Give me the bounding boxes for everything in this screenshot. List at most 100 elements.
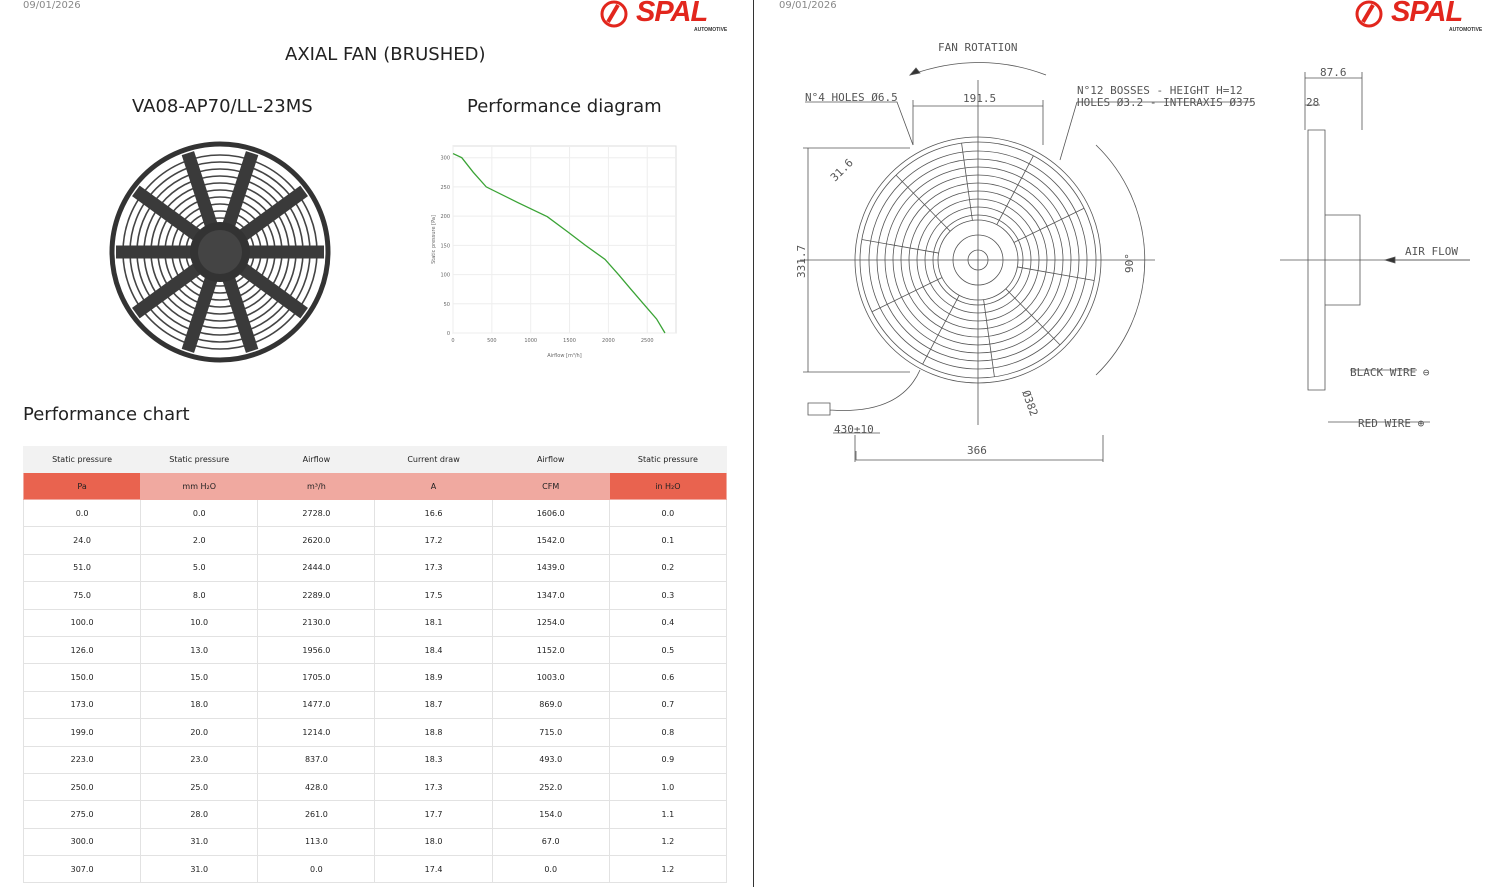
table-cell: 31.0 [140, 855, 259, 884]
table-cell: 0.0 [608, 498, 728, 528]
table-cell: 18.9 [374, 663, 493, 692]
column-header: Static pressure [140, 446, 259, 473]
drawing-grille-ring [924, 206, 1032, 314]
fan-blade [222, 276, 259, 353]
x-tick-label: 2000 [602, 338, 615, 344]
table-cell: 0.2 [608, 553, 728, 583]
column-header: Airflow [257, 446, 376, 473]
table-cell: 154.0 [491, 800, 610, 829]
table-cell: 837.0 [257, 745, 376, 774]
page-title: AXIAL FAN (BRUSHED) [285, 44, 486, 65]
table-cell: 0.3 [608, 581, 728, 610]
table-cell: 20.0 [140, 718, 259, 747]
table-cell: 126.0 [22, 635, 142, 665]
table-cell: 261.0 [257, 800, 376, 829]
unit-header: m³/h [257, 472, 376, 500]
diagram-title: Performance diagram [467, 96, 662, 117]
table-cell: 0.7 [608, 690, 728, 720]
table-cell: 2.0 [140, 526, 259, 555]
unit-header: A [374, 472, 493, 500]
x-tick-label: 0 [451, 338, 454, 344]
x-tick-label: 500 [487, 338, 497, 344]
table-row: 24.0 2.0 2620.0 17.2 1542.0 0.1 [22, 526, 728, 555]
table-cell: 1542.0 [491, 526, 610, 555]
table-cell: 17.7 [374, 800, 493, 829]
table-row: 199.0 20.0 1214.0 18.8 715.0 0.8 [22, 718, 728, 747]
drawing-spoke [895, 174, 951, 232]
table-cell: 1152.0 [491, 635, 610, 665]
table-cell: 1347.0 [491, 581, 610, 610]
date: 09/01/2026 [779, 0, 837, 11]
table-cell: 150.0 [22, 663, 142, 692]
drawing-grille-ring [932, 214, 1024, 306]
table-cell: 24.0 [22, 526, 142, 555]
plot-area [452, 145, 677, 334]
y-tick-label: 50 [444, 302, 450, 308]
y-axis-label: Static pressure [Pa] [431, 215, 437, 264]
label-black-wire: BLACK WIRE ⊖ [1350, 366, 1429, 379]
table-row: 307.0 31.0 0.0 17.4 0.0 1.2 [22, 855, 728, 884]
table-cell: 31.0 [140, 827, 259, 857]
spal-logo-icon [600, 0, 628, 28]
dim-28: 28 [1306, 96, 1319, 109]
fan-hub [198, 230, 242, 274]
dim-366: 366 [967, 444, 987, 457]
chart-section-title: Performance chart [23, 404, 190, 425]
table-cell: 300.0 [22, 827, 142, 857]
performance-table: Static pressure Static pressure Airflow Cur… [22, 446, 728, 884]
unit-header: CFM [491, 472, 610, 500]
table-cell: 2289.0 [257, 581, 376, 610]
label-bosses: N°12 BOSSES - HEIGHT H=12 [1077, 84, 1243, 97]
table-cell: 1214.0 [257, 718, 376, 747]
table-row: 75.0 8.0 2289.0 17.5 1347.0 0.3 [22, 581, 728, 610]
table-cell: 199.0 [22, 718, 142, 747]
table-cell: 0.4 [608, 608, 728, 637]
x-tick-label: 1000 [524, 338, 537, 344]
table-cell: 1.2 [608, 827, 728, 857]
label-red-wire: RED WIRE ⊕ [1358, 417, 1424, 430]
dim-90: 90° [1123, 253, 1136, 273]
column-header: Static pressure [22, 446, 142, 473]
drawing-spoke [1013, 207, 1085, 243]
table-cell: 1254.0 [491, 608, 610, 637]
table-cell: 0.5 [608, 635, 728, 665]
table-cell: 8.0 [140, 581, 259, 610]
y-tick-label: 300 [440, 156, 450, 162]
page-divider [753, 0, 754, 887]
table-cell: 0.0 [257, 855, 376, 884]
table-cell: 23.0 [140, 745, 259, 774]
fan-blade [181, 276, 218, 353]
dim-87: 87.6 [1320, 66, 1347, 79]
unit-header: Pa [22, 472, 142, 500]
fan-blade [132, 263, 202, 319]
table-cell: 1705.0 [257, 663, 376, 692]
spal-logo: SPAL AUTOMOTIVE [600, 0, 730, 34]
drawing-spoke [1005, 288, 1061, 346]
logo-word: SPAL [1391, 0, 1463, 28]
dim-31: 31.6 [828, 156, 856, 184]
table-cell: 16.6 [374, 498, 493, 528]
table-row: 223.0 23.0 837.0 18.3 493.0 0.9 [22, 745, 728, 774]
fan-blade [222, 151, 259, 228]
drawing-spoke [983, 299, 995, 377]
logo-sub: AUTOMOTIVE [1449, 27, 1483, 33]
series-line [452, 153, 666, 334]
table-cell: 15.0 [140, 663, 259, 692]
table-cell: 17.4 [374, 855, 493, 884]
table-cell: 18.1 [374, 608, 493, 637]
table-cell: 252.0 [491, 772, 610, 802]
table-cell: 2620.0 [257, 526, 376, 555]
fan-blade [132, 185, 202, 241]
table-cell: 13.0 [140, 635, 259, 665]
table-cell: 307.0 [22, 855, 142, 884]
table-cell: 10.0 [140, 608, 259, 637]
y-tick-label: 250 [440, 185, 450, 191]
table-row: 173.0 18.0 1477.0 18.7 869.0 0.7 [22, 690, 728, 720]
table-cell: 250.0 [22, 772, 142, 802]
x-tick-label: 2500 [641, 338, 654, 344]
table-cell: 0.8 [608, 718, 728, 747]
label-air-flow: AIR FLOW [1405, 245, 1458, 258]
table-cell: 1956.0 [257, 635, 376, 665]
table-cell: 17.2 [374, 526, 493, 555]
drawing-spoke [996, 155, 1034, 225]
